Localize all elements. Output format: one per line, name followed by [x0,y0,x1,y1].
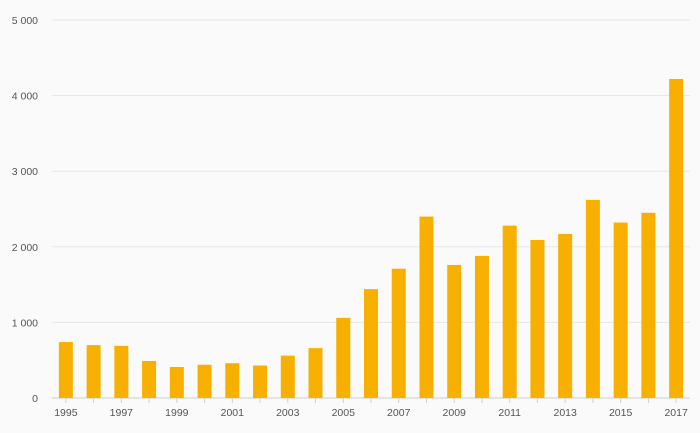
bar-2013 [558,233,573,398]
x-tick-label: 1999 [165,407,189,419]
bar-2009 [447,264,462,398]
bar-2004 [308,348,323,398]
y-tick-label: 0 [32,393,38,405]
bar-2007 [391,268,406,398]
bar-2011 [502,225,517,398]
x-tick-label: 1995 [54,407,78,419]
bar-2003 [280,355,295,398]
bar-2006 [364,289,378,398]
y-tick-label: 1 000 [12,317,38,329]
x-tick-label: 2005 [332,407,356,419]
bar-2001 [225,363,240,398]
axis-layer: 0 1 000 2 000 3 000 4 000 5 000 1995 1997 1999 20… [12,15,688,419]
bar-1998 [142,360,157,398]
bar-2017 [669,78,684,398]
bar-2000 [197,364,212,398]
x-tick-label: 2017 [664,407,688,419]
x-tick-label: 2001 [221,407,245,419]
y-tick-label: 4 000 [12,91,38,103]
x-tick-label: 1997 [110,407,134,419]
bar-2008 [419,216,434,398]
bar-2014 [585,199,600,398]
bar-1999 [169,367,184,398]
x-tick-label: 2009 [443,407,467,419]
bar-2002 [253,365,268,398]
bar-1995 [58,342,73,398]
bar-2010 [474,255,489,398]
bar-layer [58,78,684,398]
x-tick-label: 2007 [387,407,411,419]
bar-2015 [613,222,628,398]
x-tick-label: 2011 [498,407,521,419]
y-tick-label: 2 000 [12,242,38,254]
grid-layer [52,19,690,399]
bar-2005 [336,317,351,398]
x-tick-label: 2013 [553,407,577,419]
y-tick-label: 5 000 [12,15,38,27]
x-tick-label: 2003 [276,407,300,419]
x-tick-label: 2015 [609,407,633,419]
bar-2016 [641,212,656,398]
bar-2012 [530,239,545,398]
bar-1997 [114,345,129,398]
y-tick-label: 3 000 [12,166,38,178]
bar-1996 [86,345,101,398]
